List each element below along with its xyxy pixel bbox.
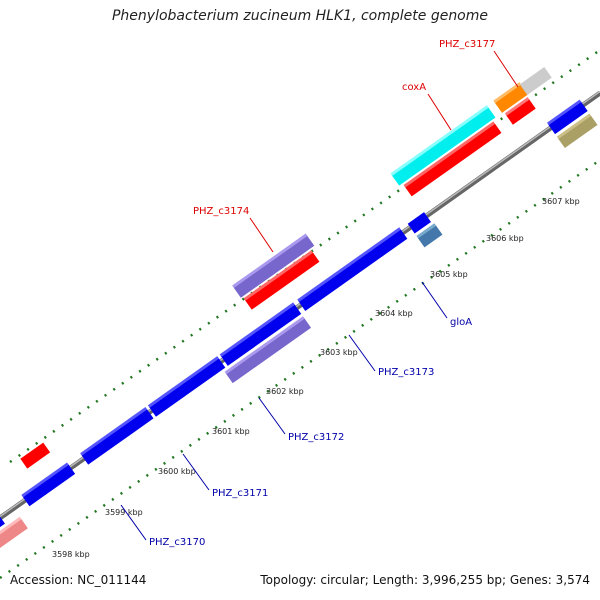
leader-PHZ_c3172	[258, 397, 286, 435]
leader-PHZ_c3171	[182, 453, 210, 491]
label-PHZ_c3172[interactable]: PHZ_c3172	[288, 432, 344, 443]
leader-PHZ_c3173	[348, 334, 376, 372]
label-gloA[interactable]: gloA	[450, 317, 472, 328]
leader-gloA	[421, 281, 448, 319]
gene-blue-4[interactable]	[80, 407, 154, 465]
gene-PHZ_c3177-red[interactable]	[504, 97, 536, 125]
tick-3604: 3604 kbp	[375, 309, 413, 318]
leader-PHZ_c3177	[493, 50, 519, 88]
label-coxA[interactable]: coxA	[402, 82, 426, 93]
gene-gloA-steelblue[interactable]	[416, 223, 443, 248]
leader-PHZ_c3174	[249, 217, 274, 253]
label-PHZ_c3170[interactable]: PHZ_c3170	[149, 537, 205, 548]
tick-3606: 3606 kbp	[486, 234, 524, 243]
gene-blue-small[interactable]	[407, 212, 431, 234]
gene-blue-1[interactable]	[297, 227, 408, 311]
map-title: Phenylobacterium zucineum HLK1, complete…	[111, 8, 489, 24]
gene-blue-3[interactable]	[147, 356, 226, 417]
tick-3607: 3607 kbp	[542, 197, 580, 206]
gene-olive[interactable]	[556, 113, 598, 148]
tick-3600: 3600 kbp	[158, 467, 196, 476]
gene-coxA-red[interactable]	[403, 121, 502, 197]
leader-coxA	[427, 93, 452, 131]
tick-3603: 3603 kbp	[320, 348, 358, 357]
tick-3601: 3601 kbp	[212, 427, 250, 436]
gene-blue-2[interactable]	[219, 302, 302, 366]
tick-3599: 3599 kbp	[105, 508, 143, 517]
inner-ring-dots	[0, 158, 600, 580]
leader-PHZ_c3170	[120, 504, 147, 541]
tick-3598: 3598 kbp	[52, 550, 90, 559]
label-PHZ_c3171[interactable]: PHZ_c3171	[212, 488, 268, 499]
gene-pink-1[interactable]	[0, 516, 28, 554]
tick-3605: 3605 kbp	[430, 270, 468, 279]
gene-blue-5[interactable]	[21, 462, 76, 507]
accession-text: Accession: NC_011144	[10, 573, 147, 587]
label-PHZ_c3173[interactable]: PHZ_c3173	[378, 367, 434, 378]
gene-PHZ_c3172-purple[interactable]	[224, 316, 312, 384]
gene-coxA-cyan[interactable]	[390, 105, 496, 186]
tick-labels: 3598 kbp 3599 kbp 3600 kbp 3601 kbp 3602…	[52, 197, 580, 559]
label-PHZ_c3177[interactable]: PHZ_c3177	[439, 39, 495, 50]
tick-3602: 3602 kbp	[266, 387, 304, 396]
gene-PHZ_c3177-orange[interactable]	[493, 82, 529, 113]
gene-grey-top[interactable]	[519, 67, 552, 95]
label-PHZ_c3174[interactable]: PHZ_c3174	[193, 206, 249, 217]
gene-PHZ_c3174-purple[interactable]	[232, 233, 315, 298]
genome-summary: Topology: circular; Length: 3,996,255 bp…	[260, 573, 590, 587]
gene-blue-right[interactable]	[546, 99, 588, 135]
outer-ring-dots	[9, 48, 600, 464]
gene-PHZ_c3174-red[interactable]	[243, 250, 320, 310]
gene-partial-red-left[interactable]	[20, 442, 51, 469]
